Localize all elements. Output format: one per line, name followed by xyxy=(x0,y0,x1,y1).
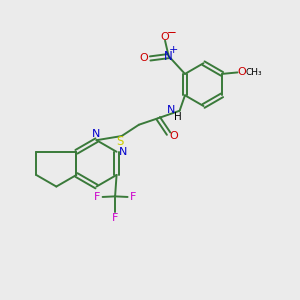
Text: S: S xyxy=(116,135,123,148)
Text: N: N xyxy=(119,147,127,157)
Text: F: F xyxy=(130,192,136,202)
Text: N: N xyxy=(167,105,176,115)
Text: O: O xyxy=(169,131,178,141)
Text: H: H xyxy=(174,112,182,122)
Text: N: N xyxy=(164,50,173,63)
Text: CH₃: CH₃ xyxy=(245,68,262,77)
Text: O: O xyxy=(238,68,246,77)
Text: F: F xyxy=(112,213,118,224)
Text: F: F xyxy=(94,192,101,202)
Text: O: O xyxy=(140,53,148,64)
Text: −: − xyxy=(167,26,176,39)
Text: N: N xyxy=(92,129,100,139)
Text: O: O xyxy=(161,32,170,42)
Text: +: + xyxy=(168,45,178,55)
